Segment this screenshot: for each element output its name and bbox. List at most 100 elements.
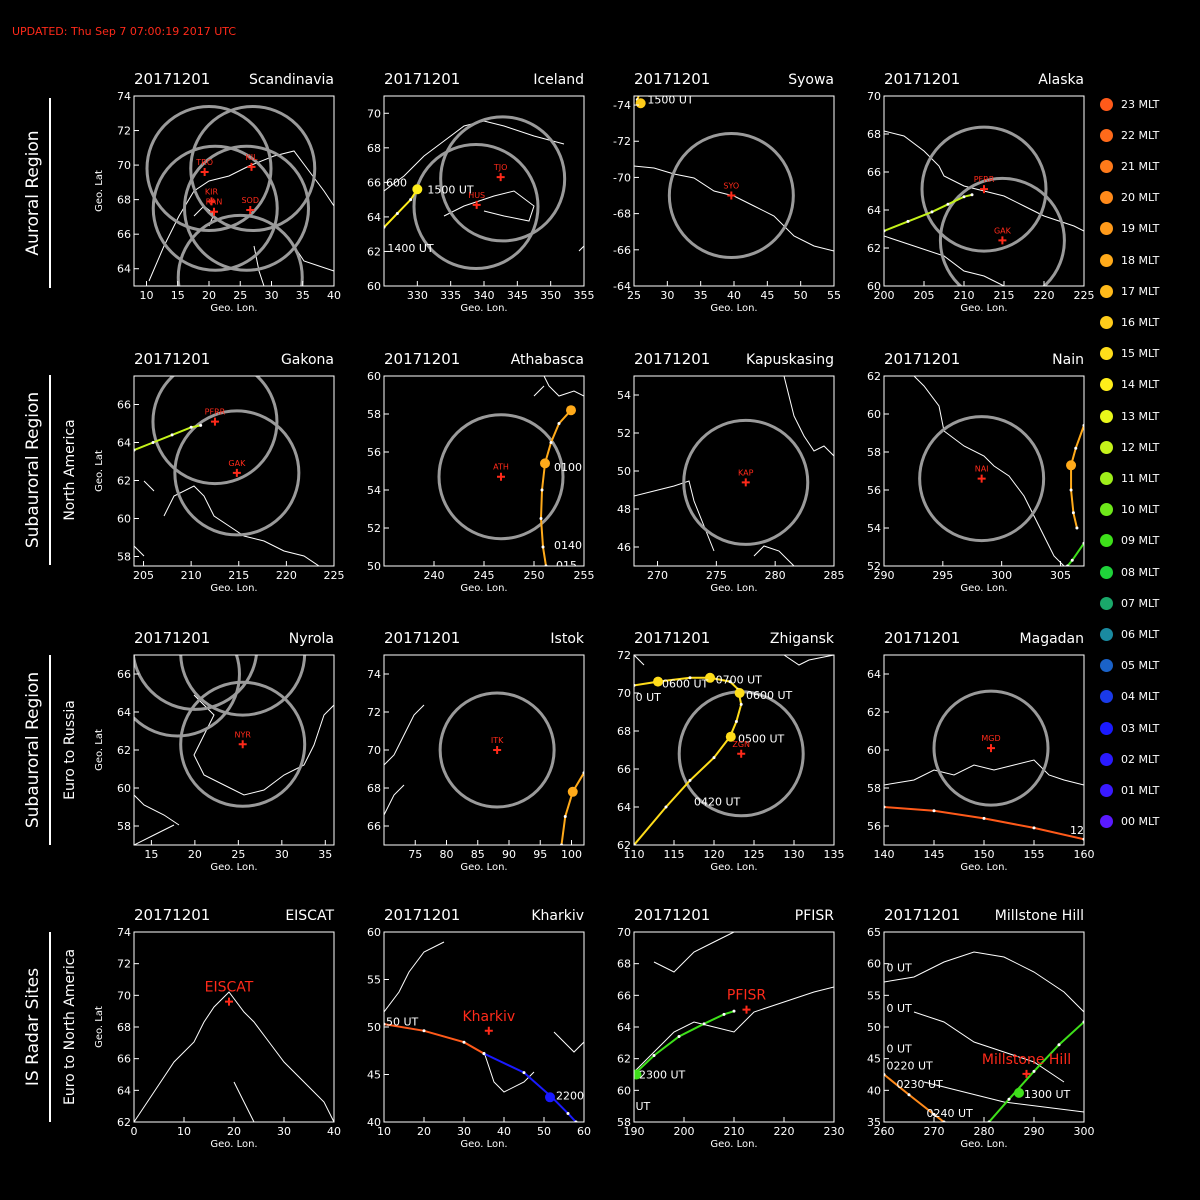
radar-field-circle bbox=[151, 144, 279, 272]
track-time-label: 600 bbox=[386, 176, 407, 189]
panel-plot-area: EISCAT bbox=[134, 980, 334, 1122]
y-tick-label: 68 bbox=[867, 128, 881, 141]
panel-site-name: Gakona bbox=[281, 352, 334, 368]
y-tick-label: 60 bbox=[117, 513, 131, 526]
map-panel: 20171201 Syowa 1500 UT SYO 25 30 35 40 45 50 55 Geo… bbox=[613, 70, 841, 314]
x-tick-label: 120 bbox=[704, 848, 725, 861]
radar-field-circle bbox=[179, 680, 307, 808]
legend-swatch bbox=[1100, 222, 1113, 236]
radar-field-circle bbox=[938, 176, 1066, 286]
y-tick-label: 54 bbox=[867, 522, 881, 535]
x-tick-label: 225 bbox=[1074, 289, 1095, 302]
legend-label: 15 MLT bbox=[1121, 347, 1160, 361]
y-tick-label: 62 bbox=[617, 1053, 631, 1066]
track-tick bbox=[677, 1035, 681, 1038]
site-marker bbox=[200, 168, 209, 176]
track-tick bbox=[541, 545, 545, 549]
y-tick-label: 56 bbox=[367, 446, 381, 459]
legend-item: 11 MLT bbox=[1100, 468, 1159, 488]
y-tick-label: -74 bbox=[613, 99, 631, 112]
legend-item: 20 MLT bbox=[1100, 188, 1159, 208]
panel-site-name: Nyrola bbox=[289, 631, 334, 647]
legend-item: 16 MLT bbox=[1100, 312, 1159, 332]
site-marker bbox=[246, 206, 255, 214]
track-time-label: 0700 UT bbox=[716, 674, 763, 687]
x-tick-label: 30 bbox=[265, 289, 279, 302]
x-tick-label: 75 bbox=[408, 848, 422, 861]
region-title: Subauroral Region bbox=[23, 392, 43, 548]
track-tick bbox=[652, 1054, 656, 1057]
panel-date: 20171201 bbox=[884, 906, 960, 924]
x-axis-label: Geo. Lon. bbox=[960, 862, 1007, 873]
radar-field-circle bbox=[667, 132, 795, 260]
site-label: ATH bbox=[493, 463, 509, 472]
y-tick-label: 58 bbox=[617, 1116, 631, 1129]
x-tick-label: 280 bbox=[765, 569, 786, 582]
y-tick-label: 70 bbox=[117, 159, 131, 172]
x-tick-label: 80 bbox=[440, 848, 454, 861]
track-tick bbox=[1032, 826, 1036, 830]
legend-item: 15 MLT bbox=[1100, 344, 1159, 364]
x-tick-label: 300 bbox=[1074, 1125, 1095, 1138]
track-tick bbox=[982, 816, 986, 820]
site-label: SOD bbox=[241, 196, 259, 205]
coastline bbox=[634, 165, 834, 252]
y-axis-label: Geo. Lat bbox=[94, 170, 105, 212]
map-panel: 20171201 Istok ITK 75 80 85 90 95 100 Geo. Lon. 66… bbox=[367, 629, 585, 873]
y-tick-label: 62 bbox=[617, 839, 631, 852]
panel-frame bbox=[133, 931, 335, 1123]
legend-item: 04 MLT bbox=[1100, 687, 1159, 707]
y-tick-label: 60 bbox=[867, 958, 881, 971]
coastline bbox=[913, 376, 1065, 566]
y-tick-label: 64 bbox=[117, 263, 131, 276]
x-tick-label: 15 bbox=[144, 848, 158, 861]
panel-frame bbox=[133, 95, 335, 287]
y-tick-label: -64 bbox=[613, 280, 631, 293]
map-panel: 20171201 Nain NAI 290 295 300 305 Geo. Lon. 52 54… bbox=[867, 350, 1085, 594]
x-axis-label: Geo. Lon. bbox=[960, 1139, 1007, 1150]
x-tick-label: 335 bbox=[440, 289, 461, 302]
y-tick-label: 60 bbox=[117, 782, 131, 795]
region-label-group: Auroral Region bbox=[23, 98, 51, 288]
x-tick-label: 50 bbox=[794, 289, 808, 302]
y-tick-label: 72 bbox=[117, 125, 131, 138]
site-label: GAK bbox=[228, 459, 246, 468]
map-panel: 20171201 PFISR 2300 UT UT PFISR 190 200 210 220 2… bbox=[617, 906, 845, 1150]
panel-plot-area: 0100 0140 015 ATH bbox=[437, 376, 584, 566]
track-tick bbox=[1007, 1097, 1011, 1101]
radar-field-circle bbox=[176, 213, 304, 286]
site-label: PFRR bbox=[974, 175, 995, 184]
x-tick-label: 275 bbox=[706, 569, 727, 582]
y-tick-label: 62 bbox=[117, 744, 131, 757]
x-tick-label: 130 bbox=[784, 848, 805, 861]
legend-swatch bbox=[1100, 627, 1113, 641]
legend-label: 16 MLT bbox=[1121, 315, 1160, 329]
x-tick-label: 230 bbox=[824, 1125, 845, 1138]
x-tick-label: 340 bbox=[474, 289, 495, 302]
site-marker bbox=[210, 207, 218, 216]
x-axis-label: Geo. Lon. bbox=[210, 1139, 257, 1150]
panel-date: 20171201 bbox=[384, 906, 460, 924]
track-tick bbox=[1057, 1043, 1061, 1047]
panel-site-name: Magadan bbox=[1020, 631, 1084, 647]
x-tick-label: 115 bbox=[664, 848, 685, 861]
coastline bbox=[634, 932, 834, 1073]
legend-swatch bbox=[1100, 503, 1113, 517]
radar-field-circle bbox=[173, 409, 301, 537]
radar-field-circle bbox=[134, 655, 258, 711]
y-tick-label: 68 bbox=[117, 194, 131, 207]
legend-label: 17 MLT bbox=[1121, 284, 1160, 298]
legend-item: 03 MLT bbox=[1100, 718, 1159, 738]
x-tick-label: 140 bbox=[874, 848, 895, 861]
radar-field-circle bbox=[134, 655, 241, 738]
site-marker bbox=[998, 236, 1007, 245]
radar-field-circle bbox=[682, 418, 810, 546]
satellite-track bbox=[634, 1010, 735, 1076]
panel-frame bbox=[883, 95, 1085, 287]
track-tick bbox=[1032, 1069, 1036, 1073]
x-tick-label: 25 bbox=[231, 848, 245, 861]
x-tick-label: 250 bbox=[524, 569, 545, 582]
y-tick-label: 70 bbox=[617, 926, 631, 939]
legend-label: 13 MLT bbox=[1121, 409, 1160, 423]
track-tick bbox=[907, 1093, 911, 1097]
